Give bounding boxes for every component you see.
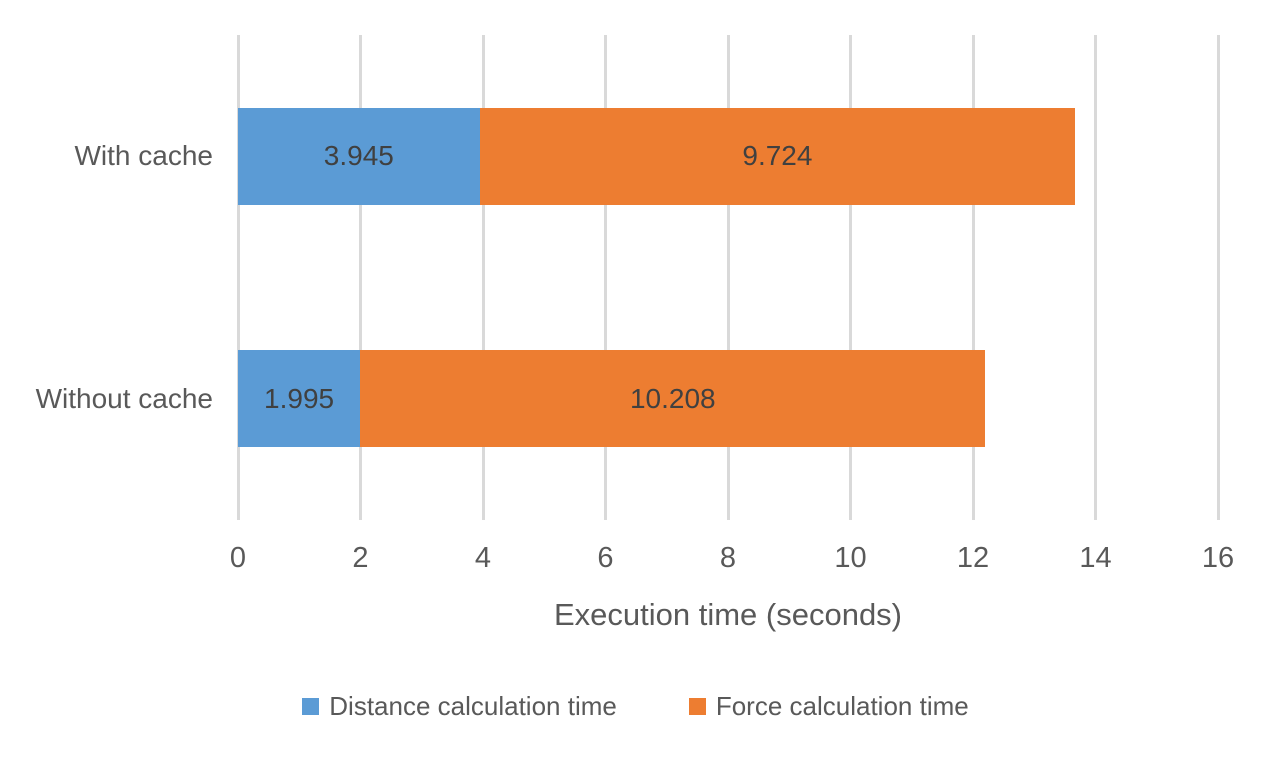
category-label-with-cache: With cache bbox=[74, 140, 214, 172]
x-tick-label-4: 4 bbox=[474, 542, 492, 574]
bar-segment-force-calculation-time-with-cache: 9.724 bbox=[479, 107, 1076, 205]
bar-segment-force-calculation-time-without-cache: 10.208 bbox=[360, 350, 986, 448]
gridline-x-16 bbox=[1216, 35, 1220, 520]
legend: Distance calculation time Force calculati… bbox=[0, 691, 1271, 722]
legend-item-force-calculation-time: Force calculation time bbox=[688, 691, 969, 722]
data-label: 1.995 bbox=[264, 382, 335, 414]
x-tick-label-8: 8 bbox=[719, 542, 737, 574]
gridline-x-14 bbox=[1094, 35, 1097, 520]
data-label: 10.208 bbox=[629, 382, 716, 414]
category-label-without-cache: Without cache bbox=[35, 382, 213, 414]
bar-segment-distance-calculation-time-without-cache: 1.995 bbox=[238, 350, 361, 448]
x-tick-label-2: 2 bbox=[352, 542, 369, 574]
legend-swatch-icon bbox=[302, 698, 320, 715]
legend-swatch-icon bbox=[688, 698, 706, 715]
gridline-x-2 bbox=[359, 35, 362, 520]
gridline-x-10 bbox=[849, 35, 852, 520]
gridline-x-6 bbox=[604, 35, 607, 520]
x-tick-label-12: 12 bbox=[956, 542, 990, 574]
x-tick-label-16: 16 bbox=[1201, 542, 1235, 574]
gridline-x-12 bbox=[971, 35, 975, 520]
data-label: 3.945 bbox=[323, 140, 394, 172]
legend-label: Force calculation time bbox=[715, 691, 969, 721]
gridline-x-4 bbox=[481, 35, 485, 520]
gridline-x-8 bbox=[726, 35, 730, 520]
x-tick-label-10: 10 bbox=[834, 542, 867, 574]
plot-area: 3.945 9.724 1.995 10.208 bbox=[236, 35, 1220, 520]
x-tick-label-0: 0 bbox=[229, 542, 247, 574]
bar-segment-distance-calculation-time-with-cache: 3.945 bbox=[238, 107, 480, 205]
x-axis-title: Execution time (seconds) bbox=[553, 597, 903, 632]
x-tick-label-14: 14 bbox=[1079, 542, 1112, 574]
data-label: 9.724 bbox=[742, 140, 813, 172]
legend-item-distance-calculation-time: Distance calculation time bbox=[302, 691, 617, 722]
legend-label: Distance calculation time bbox=[329, 691, 617, 721]
gridline-x-0 bbox=[236, 35, 240, 520]
x-tick-label-6: 6 bbox=[597, 542, 614, 574]
